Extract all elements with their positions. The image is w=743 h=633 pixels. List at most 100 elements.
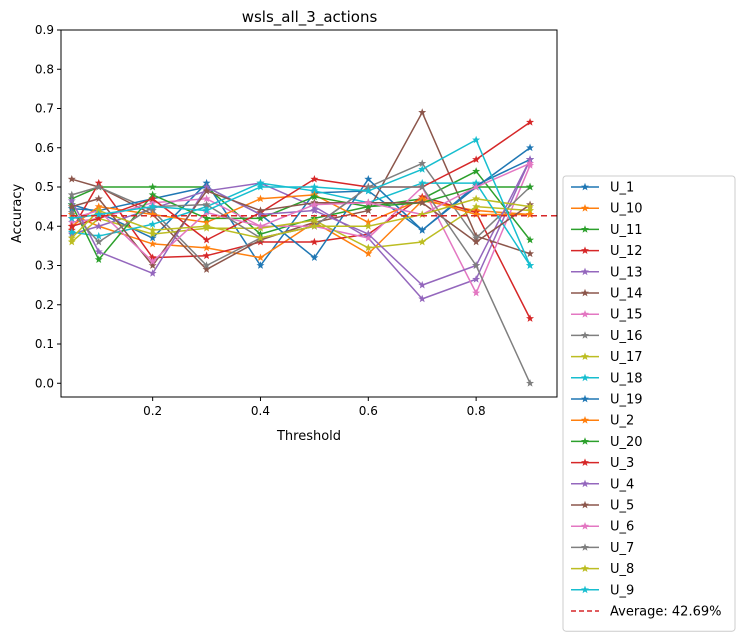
data-point	[310, 192, 319, 201]
data-point	[256, 194, 265, 203]
x-tick-label: 0.2	[143, 404, 162, 418]
data-point	[364, 249, 373, 258]
data-point	[472, 155, 481, 163]
chart-title: wsls_all_3_actions	[242, 8, 378, 27]
data-point	[67, 214, 76, 222]
legend-label: U_2	[610, 414, 634, 429]
data-point	[364, 243, 373, 252]
data-point	[94, 255, 103, 264]
data-point	[148, 257, 157, 265]
legend-label: U_1	[610, 181, 634, 196]
data-point	[310, 174, 319, 183]
data-point	[418, 294, 427, 303]
data-point	[148, 239, 157, 248]
series-line	[71, 190, 531, 267]
data-point	[472, 261, 481, 269]
data-point	[526, 202, 535, 211]
series-line	[71, 111, 531, 271]
data-point	[94, 222, 103, 230]
data-point	[94, 194, 103, 203]
series-u-9	[67, 135, 535, 269]
series-line	[71, 159, 531, 286]
legend-entry: U_14	[571, 287, 643, 302]
legend-label: U_17	[610, 350, 643, 365]
data-point	[256, 253, 265, 262]
data-point	[256, 229, 265, 238]
data-point	[256, 210, 265, 218]
data-point	[364, 174, 373, 183]
data-point	[526, 159, 535, 167]
data-point	[526, 118, 535, 126]
series-line	[71, 139, 531, 266]
x-tick-label: 0.6	[359, 404, 378, 418]
legend-entry: U_11	[571, 223, 643, 238]
legend-entry: U_13	[571, 265, 643, 280]
data-point	[94, 182, 103, 191]
data-point	[202, 265, 211, 273]
data-point	[364, 222, 373, 230]
legend-label: U_19	[610, 393, 643, 408]
data-point	[148, 229, 157, 238]
data-point	[472, 233, 481, 242]
data-point	[526, 249, 535, 258]
data-point	[148, 225, 157, 234]
data-point	[94, 178, 103, 187]
y-tick-label: 0.0	[35, 376, 54, 390]
data-point	[67, 227, 76, 236]
data-point	[67, 202, 76, 211]
legend-entry: U_3	[571, 456, 634, 471]
legend-entry: U_19	[571, 393, 643, 408]
legend-label: Average: 42.69%	[610, 605, 721, 620]
data-point	[526, 210, 535, 218]
legend-label: U_12	[610, 244, 643, 259]
x-tick-label: 0.4	[251, 404, 270, 418]
data-point	[202, 194, 211, 203]
data-point	[310, 206, 319, 214]
data-point	[472, 178, 481, 187]
data-point	[418, 225, 427, 234]
legend-entry: U_12	[571, 244, 643, 259]
data-point	[202, 206, 211, 214]
data-point	[256, 214, 265, 222]
legend-label: U_14	[610, 287, 643, 302]
y-tick-label: 0.9	[35, 23, 54, 37]
legend-label: U_16	[610, 329, 643, 344]
y-tick-label: 0.1	[35, 337, 54, 351]
x-tick-label: 0.8	[467, 404, 486, 418]
data-point	[418, 159, 427, 167]
y-axis: 0.0 0.1 0.2 0.3 0.4 0.5 0.6 0.7 0.8 0.9	[35, 23, 61, 390]
legend-label: U_7	[610, 541, 634, 556]
legend-entry: U_1	[571, 181, 634, 196]
data-point	[256, 222, 265, 230]
legend-entry: U_5	[571, 499, 634, 514]
data-point	[364, 202, 373, 211]
y-tick-label: 0.7	[35, 102, 54, 116]
legend-entry: U_7	[571, 541, 634, 556]
data-point	[472, 237, 481, 246]
legend-label: U_4	[610, 477, 634, 492]
data-point	[526, 261, 535, 269]
data-point	[472, 167, 481, 175]
data-point	[310, 200, 319, 209]
series-line	[71, 158, 531, 267]
data-point	[256, 233, 265, 242]
data-point	[472, 194, 481, 203]
data-point	[364, 198, 373, 207]
data-point	[202, 200, 211, 209]
data-point	[94, 202, 103, 211]
data-point	[202, 218, 211, 226]
data-point	[418, 198, 427, 207]
data-point	[67, 222, 76, 230]
data-point	[418, 237, 427, 246]
data-point	[364, 182, 373, 191]
y-tick-label: 0.6	[35, 141, 54, 155]
y-axis-label: Accuracy	[10, 184, 25, 244]
series-line	[71, 121, 531, 241]
legend-entry: U_17	[571, 350, 643, 365]
data-point	[472, 202, 481, 211]
data-point	[94, 237, 103, 246]
data-point	[256, 261, 265, 269]
data-point	[310, 222, 319, 230]
data-point	[148, 261, 157, 269]
data-point	[310, 237, 319, 246]
